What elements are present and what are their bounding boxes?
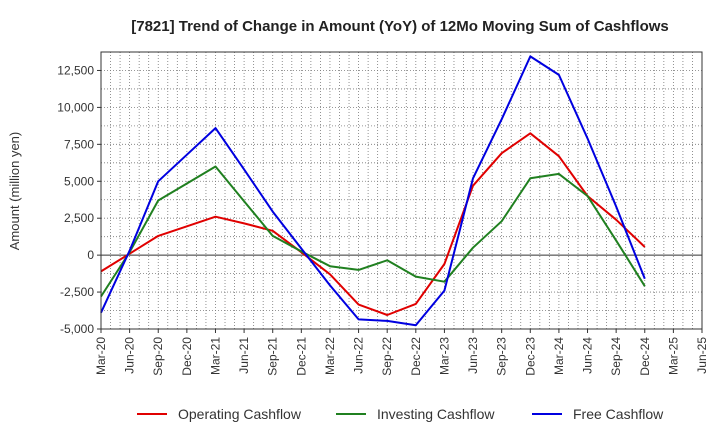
y-tick-label: -2,500 <box>60 285 94 299</box>
x-tick-label: Jun-20 <box>123 337 137 374</box>
x-tick-label: Sep-22 <box>380 337 394 376</box>
y-axis-ticks: -5,000 -2,500 0 2,500 5,000 7,500 10,000 12,500 <box>57 63 101 336</box>
y-tick-label: 5,000 <box>64 174 94 188</box>
x-tick-label: Jun-24 <box>581 337 595 374</box>
x-axis-ticks: Mar-20 Jun-20 Sep-20 Dec-20 Mar-21 Jun-21 Sep-… <box>94 329 709 376</box>
x-tick-label: Jun-21 <box>237 337 251 374</box>
series-lines <box>100 55 646 327</box>
grid <box>101 52 702 329</box>
x-tick-label: Dec-24 <box>638 337 652 376</box>
legend: Operating Cashflow Investing Cashflow Free… <box>137 406 664 422</box>
x-tick-label: Sep-21 <box>266 337 280 376</box>
x-tick-label: Mar-20 <box>94 337 108 375</box>
x-tick-label: Dec-22 <box>409 337 423 376</box>
y-tick-label: 0 <box>87 248 94 262</box>
legend-label-operating-cashflow: Operating Cashflow <box>178 406 302 422</box>
x-tick-label: Mar-23 <box>437 337 451 375</box>
y-tick-label: 12,500 <box>57 63 94 77</box>
y-axis-label: Amount (million yen) <box>7 132 22 251</box>
x-tick-label: Dec-23 <box>523 337 537 376</box>
x-tick-label: Sep-23 <box>495 337 509 376</box>
legend-label-investing-cashflow: Investing Cashflow <box>377 406 495 422</box>
x-tick-label: Sep-24 <box>609 337 623 376</box>
y-tick-label: 7,500 <box>64 137 94 151</box>
x-tick-label: Jun-25 <box>695 337 709 374</box>
x-tick-label: Jun-22 <box>352 337 366 374</box>
series-line-free-cashflow <box>100 55 646 327</box>
x-tick-label: Dec-20 <box>180 337 194 376</box>
y-tick-label: 2,500 <box>64 211 94 225</box>
x-tick-label: Mar-22 <box>323 337 337 375</box>
y-tick-label: -5,000 <box>60 322 94 336</box>
x-tick-label: Sep-20 <box>151 337 165 376</box>
series-line-operating-cashflow <box>100 132 646 316</box>
x-tick-label: Mar-24 <box>552 337 566 375</box>
x-tick-label: Dec-21 <box>294 337 308 376</box>
plot-frame <box>100 51 703 330</box>
chart-title: [7821] Trend of Change in Amount (YoY) o… <box>131 18 669 35</box>
series-line-investing-cashflow <box>100 165 646 298</box>
x-tick-label: Jun-23 <box>466 337 480 374</box>
x-tick-label: Mar-21 <box>208 337 222 375</box>
legend-label-free-cashflow: Free Cashflow <box>573 406 664 422</box>
y-tick-label: 10,000 <box>57 100 94 114</box>
x-tick-label: Mar-25 <box>666 337 680 375</box>
